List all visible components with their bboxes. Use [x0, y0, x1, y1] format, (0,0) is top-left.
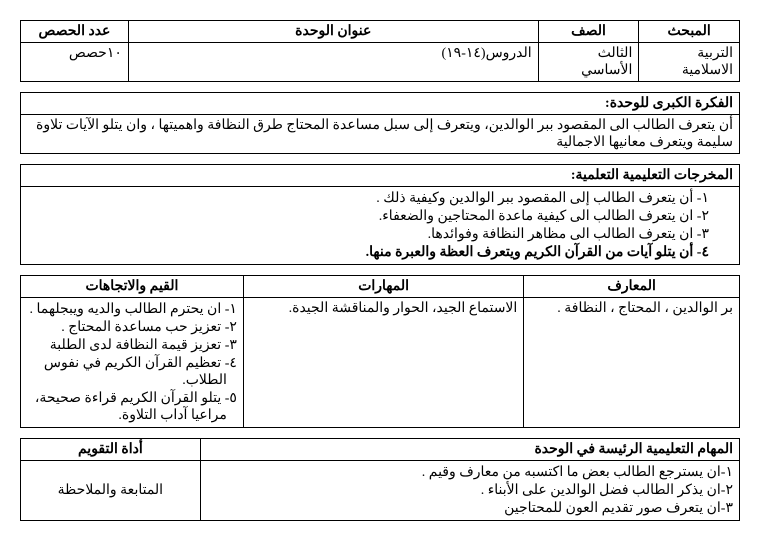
ksv-val-skills: الاستماع الجيد، الحوار والمناقشة الجيدة. — [243, 298, 523, 428]
outcome-item: ١- أن يتعرف الطالب إلى المقصود ببر الوال… — [27, 190, 709, 207]
ksv-val-knowledge: بر الوالدين ، المحتاج ، النظافة . — [524, 298, 740, 428]
ksv-col-skills: المهارات — [243, 276, 523, 298]
value-item: ٥- يتلو القرآن الكريم قراءة صحيحة، مراعي… — [27, 390, 237, 424]
outcome-item: ٢- ان يتعرف الطالب الى كيفية ماعدة المحت… — [27, 208, 709, 225]
outcomes-body: ١- أن يتعرف الطالب إلى المقصود ببر الوال… — [21, 187, 740, 265]
big-idea-table: الفكرة الكبرى للوحدة: أن يتعرف الطالب ال… — [20, 92, 740, 154]
header-val-grade: الثالث الأساسي — [538, 43, 639, 82]
header-table: المبحث الصف عنوان الوحدة عدد الحصص الترب… — [20, 20, 740, 82]
header-col-unit-title: عنوان الوحدة — [128, 21, 538, 43]
header-col-grade: الصف — [538, 21, 639, 43]
tasks-table: المهام التعليمية الرئيسة في الوحدة أداة … — [20, 438, 740, 521]
big-idea-text: أن يتعرف الطالب الى المقصود ببر الوالدين… — [21, 115, 740, 154]
outcomes-label: المخرجات التعليمية التعلمية: — [21, 165, 740, 187]
task-item: ٣-ان يتعرف صور تقديم العون للمحتاجين — [207, 500, 733, 517]
ksv-col-knowledge: المعارف — [524, 276, 740, 298]
tasks-body: ١-ان يسترجع الطالب بعض ما اكتسبه من معار… — [200, 461, 739, 521]
header-val-unit-title: الدروس(١٤-١٩) — [128, 43, 538, 82]
header-col-subject: المبحث — [639, 21, 740, 43]
header-col-sessions: عدد الحصص — [21, 21, 129, 43]
ksv-val-values: ١- ان يحترم الطالب والديه ويبجلهما . ٢- … — [21, 298, 244, 428]
big-idea-label: الفكرة الكبرى للوحدة: — [21, 93, 740, 115]
value-item: ٢- تعزيز حب مساعدة المحتاج . — [27, 319, 237, 336]
value-item: ٤- تعظيم القرآن الكريم في نفوس الطلاب. — [27, 355, 237, 389]
tasks-col-main: المهام التعليمية الرئيسة في الوحدة — [200, 439, 739, 461]
task-item: ٢-ان يذكر الطالب فضل الوالدين على الأبنا… — [207, 482, 733, 499]
ksv-table: المعارف المهارات القيم والاتجاهات بر الو… — [20, 275, 740, 428]
task-item: ١-ان يسترجع الطالب بعض ما اكتسبه من معار… — [207, 464, 733, 481]
header-val-subject: التربية الاسلامية — [639, 43, 740, 82]
ksv-col-values: القيم والاتجاهات — [21, 276, 244, 298]
header-val-sessions: ١٠حصص — [21, 43, 129, 82]
tasks-assessment-val: المتابعة والملاحظة — [21, 461, 201, 521]
outcome-item: ٤- أن يتلو آيات من القرآن الكريم ويتعرف … — [27, 244, 709, 261]
tasks-col-assessment: أداة التقويم — [21, 439, 201, 461]
value-item: ٣- تعزيز قيمة النظافة لدى الطلبة — [27, 337, 237, 354]
outcome-item: ٣- ان يتعرف الطالب الى مظاهر النظافة وفو… — [27, 226, 709, 243]
value-item: ١- ان يحترم الطالب والديه ويبجلهما . — [27, 301, 237, 318]
outcomes-table: المخرجات التعليمية التعلمية: ١- أن يتعرف… — [20, 164, 740, 265]
